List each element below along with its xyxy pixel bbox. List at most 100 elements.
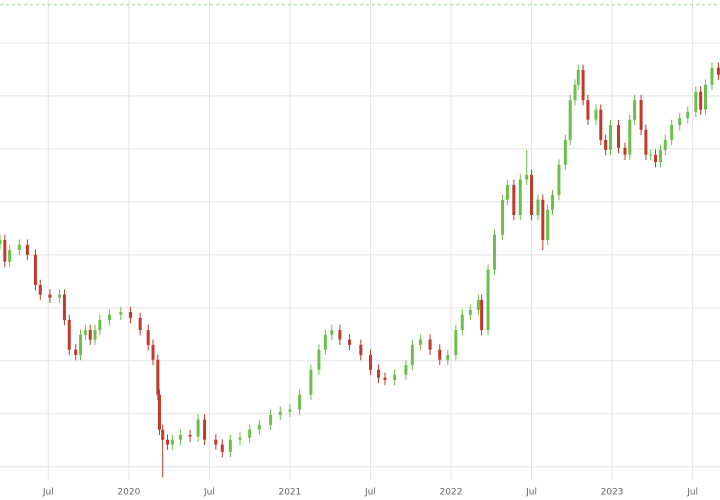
x-tick-label: 2020: [117, 488, 140, 498]
candle-body: [38, 285, 42, 295]
candle-body: [128, 312, 132, 318]
candle-body: [678, 118, 682, 126]
candle-body: [460, 314, 464, 331]
candle-body: [170, 439, 174, 445]
candle-body: [317, 349, 321, 370]
candle-body: [25, 244, 29, 255]
candle-body: [654, 154, 658, 163]
candle-body: [699, 91, 703, 110]
candle-body: [93, 330, 97, 340]
x-tick-label: Jul: [203, 488, 215, 498]
candle-body: [546, 209, 550, 240]
candle-body: [525, 174, 529, 180]
candle-body: [67, 320, 71, 350]
candle-body: [269, 414, 273, 425]
candle-body: [338, 330, 342, 340]
candle-body: [79, 334, 83, 355]
candle-body: [278, 411, 282, 415]
candle-body: [298, 394, 302, 410]
candle-body: [48, 294, 52, 298]
candle-body: [348, 339, 352, 345]
x-tick-label: Jul: [686, 488, 698, 498]
candle-body: [368, 354, 372, 370]
candle-body: [157, 394, 161, 430]
candle-body: [188, 434, 192, 437]
candle-body: [166, 439, 170, 445]
candle-body: [454, 330, 458, 355]
candle-body: [663, 139, 667, 150]
candle-body: [228, 439, 232, 452]
candle-body: [161, 429, 165, 440]
candle-body: [178, 434, 182, 440]
candle-body: [557, 164, 561, 195]
candle-body: [608, 125, 612, 150]
candle-body: [74, 349, 78, 355]
x-tick-label: 2021: [278, 488, 301, 498]
candle-body: [710, 67, 714, 85]
candle-body: [377, 369, 381, 378]
x-tick-label: Jul: [42, 488, 54, 498]
candle-body: [88, 330, 92, 340]
candle-body: [581, 69, 585, 101]
candle-body: [486, 269, 490, 331]
candle-body: [8, 250, 12, 262]
candle-body: [238, 437, 242, 440]
candle-body: [383, 377, 387, 380]
candle-body: [512, 184, 516, 216]
candle-body: [604, 139, 608, 150]
candle-body: [480, 299, 484, 331]
candle-body: [492, 234, 496, 270]
candle-body: [203, 419, 207, 440]
x-tick-label: Jul: [364, 488, 376, 498]
candle-body: [33, 254, 37, 286]
candle-body: [138, 317, 142, 331]
candle-body: [568, 100, 572, 140]
candle-body: [446, 354, 450, 360]
candle-body: [649, 154, 653, 156]
candle-body: [248, 429, 252, 438]
candle-body: [83, 330, 87, 335]
candle-body: [536, 199, 540, 216]
candle-body: [156, 359, 160, 395]
x-tick-label: 2022: [440, 488, 463, 498]
candle-body: [438, 349, 442, 360]
candle-body: [686, 111, 690, 119]
candle-body: [541, 199, 545, 240]
candle-body: [359, 344, 363, 355]
candle-body: [623, 147, 627, 155]
candle-body: [257, 424, 261, 430]
candle-body: [220, 444, 224, 452]
candle-body: [108, 314, 112, 320]
candle-body: [418, 339, 422, 345]
candle-body: [214, 439, 218, 445]
candle-body: [518, 179, 522, 216]
candle-body: [617, 125, 621, 148]
candle-body: [658, 149, 662, 163]
x-tick-label: Jul: [525, 488, 537, 498]
candle-body: [410, 344, 414, 366]
candle-body: [586, 100, 590, 120]
candle-body: [644, 129, 648, 155]
candle-body: [3, 240, 7, 262]
candle-body: [576, 69, 580, 85]
candle-body: [151, 344, 155, 360]
candle-body: [670, 125, 674, 140]
candle-body: [428, 339, 432, 350]
candle-body: [62, 294, 66, 320]
candle-body: [599, 109, 603, 140]
candle-body: [17, 244, 21, 251]
candle-body: [628, 119, 632, 155]
candle-body: [468, 309, 472, 315]
candle-body: [550, 194, 554, 210]
candle-body: [694, 91, 698, 112]
candle-body: [58, 294, 62, 298]
candle-body: [476, 299, 480, 310]
candle-body: [594, 109, 598, 120]
candle-body: [288, 409, 292, 412]
candle-body: [530, 174, 534, 216]
candle-body: [639, 100, 643, 130]
candle-body: [146, 330, 150, 345]
x-tick-label: 2023: [601, 488, 624, 498]
candle-body: [98, 320, 102, 331]
